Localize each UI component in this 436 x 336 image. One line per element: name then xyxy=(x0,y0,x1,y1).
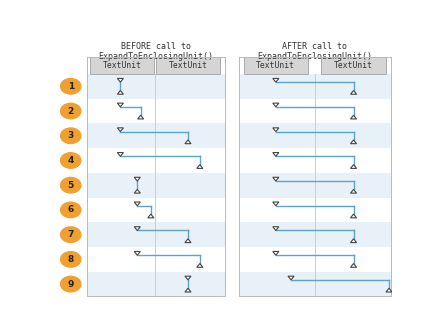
FancyBboxPatch shape xyxy=(244,57,308,74)
FancyBboxPatch shape xyxy=(238,222,391,247)
Polygon shape xyxy=(273,153,279,156)
FancyBboxPatch shape xyxy=(238,173,391,198)
Polygon shape xyxy=(351,239,357,243)
Polygon shape xyxy=(273,227,279,230)
Polygon shape xyxy=(117,78,123,82)
Text: TextUnit: TextUnit xyxy=(168,61,208,70)
FancyBboxPatch shape xyxy=(87,99,225,123)
FancyBboxPatch shape xyxy=(87,57,225,296)
Polygon shape xyxy=(351,165,357,168)
Text: AFTER call to
ExpandToEnclosingUnit(): AFTER call to ExpandToEnclosingUnit() xyxy=(257,42,372,61)
Text: 4: 4 xyxy=(68,156,74,165)
Text: 7: 7 xyxy=(68,230,74,239)
FancyBboxPatch shape xyxy=(238,272,391,296)
Circle shape xyxy=(61,153,81,168)
Polygon shape xyxy=(351,90,357,94)
Text: BEFORE call to
ExpandToEnclosingUnit(): BEFORE call to ExpandToEnclosingUnit() xyxy=(99,42,213,61)
Polygon shape xyxy=(351,190,357,193)
FancyBboxPatch shape xyxy=(87,173,225,198)
FancyBboxPatch shape xyxy=(238,74,391,99)
Text: 1: 1 xyxy=(68,82,74,91)
FancyBboxPatch shape xyxy=(238,247,391,272)
Polygon shape xyxy=(273,251,279,255)
Polygon shape xyxy=(185,276,191,280)
Text: 8: 8 xyxy=(68,255,74,264)
FancyBboxPatch shape xyxy=(87,123,225,148)
Polygon shape xyxy=(273,128,279,132)
Polygon shape xyxy=(386,288,392,292)
FancyBboxPatch shape xyxy=(87,222,225,247)
FancyBboxPatch shape xyxy=(87,272,225,296)
Polygon shape xyxy=(273,202,279,206)
Polygon shape xyxy=(273,177,279,181)
Text: TextUnit: TextUnit xyxy=(334,61,373,70)
FancyBboxPatch shape xyxy=(238,198,391,222)
Polygon shape xyxy=(351,263,357,267)
Text: TextUnit: TextUnit xyxy=(102,61,142,70)
Polygon shape xyxy=(185,288,191,292)
Polygon shape xyxy=(134,177,140,181)
Circle shape xyxy=(61,227,81,242)
Polygon shape xyxy=(185,239,191,243)
Polygon shape xyxy=(197,263,203,267)
Text: 2: 2 xyxy=(68,107,74,116)
FancyBboxPatch shape xyxy=(238,99,391,123)
Text: TextUnit: TextUnit xyxy=(256,61,295,70)
Text: 3: 3 xyxy=(68,131,74,140)
FancyBboxPatch shape xyxy=(238,57,391,296)
FancyBboxPatch shape xyxy=(87,247,225,272)
Polygon shape xyxy=(197,165,203,168)
Polygon shape xyxy=(134,251,140,255)
Circle shape xyxy=(61,79,81,94)
Text: 5: 5 xyxy=(68,181,74,190)
Polygon shape xyxy=(134,227,140,230)
Polygon shape xyxy=(134,190,140,193)
FancyBboxPatch shape xyxy=(156,57,220,74)
Circle shape xyxy=(61,252,81,267)
Circle shape xyxy=(61,276,81,292)
Polygon shape xyxy=(351,140,357,144)
Polygon shape xyxy=(351,115,357,119)
Polygon shape xyxy=(185,140,191,144)
Polygon shape xyxy=(138,115,144,119)
FancyBboxPatch shape xyxy=(87,74,225,99)
FancyBboxPatch shape xyxy=(87,148,225,173)
FancyBboxPatch shape xyxy=(87,198,225,222)
FancyBboxPatch shape xyxy=(238,123,391,148)
FancyBboxPatch shape xyxy=(90,57,154,74)
Circle shape xyxy=(61,103,81,119)
FancyBboxPatch shape xyxy=(321,57,385,74)
Text: 6: 6 xyxy=(68,205,74,214)
Polygon shape xyxy=(117,153,123,156)
FancyBboxPatch shape xyxy=(238,148,391,173)
Circle shape xyxy=(61,128,81,143)
Polygon shape xyxy=(273,103,279,107)
Text: 9: 9 xyxy=(68,280,74,289)
Polygon shape xyxy=(273,78,279,82)
Polygon shape xyxy=(117,103,123,107)
Polygon shape xyxy=(117,90,123,94)
Polygon shape xyxy=(351,214,357,218)
Polygon shape xyxy=(117,128,123,132)
Circle shape xyxy=(61,177,81,193)
Polygon shape xyxy=(148,214,154,218)
Polygon shape xyxy=(134,202,140,206)
Circle shape xyxy=(61,202,81,218)
Polygon shape xyxy=(288,276,294,280)
